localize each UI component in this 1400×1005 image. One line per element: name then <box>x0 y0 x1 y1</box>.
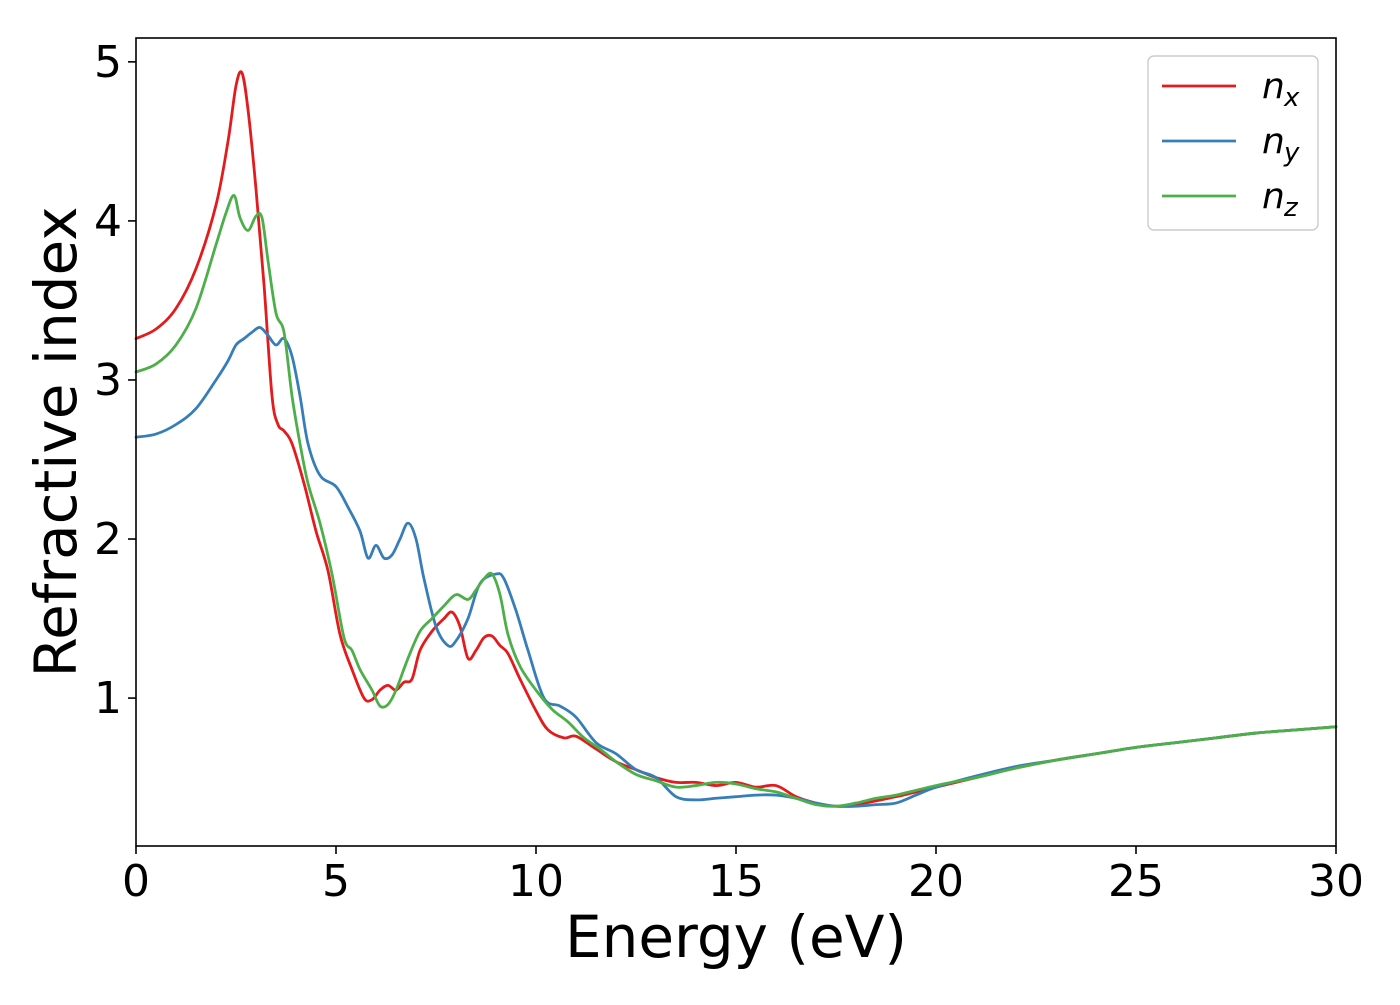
x-axis: 0 5 10 15 20 25 30 <box>122 846 1364 907</box>
x-tick-label: 30 <box>1308 856 1364 907</box>
x-axis-title: Energy (eV) <box>565 903 907 971</box>
x-tick-label: 10 <box>508 856 564 907</box>
series-line-nx <box>134 70 1338 808</box>
legend-label: n <box>1262 66 1285 107</box>
legend-label: n <box>1262 176 1285 217</box>
legend-label-subscript: z <box>1283 193 1299 223</box>
y-tick-label: 2 <box>94 514 122 565</box>
series-line-nz <box>134 194 1338 808</box>
x-tick-label: 20 <box>908 856 964 907</box>
y-tick-label: 3 <box>94 355 122 406</box>
y-axis: 1 2 3 4 5 <box>94 37 136 724</box>
plot-area <box>134 70 1338 808</box>
y-axis-title: Refractive index <box>22 206 90 677</box>
y-tick-label: 1 <box>94 673 122 724</box>
legend-label-subscript: y <box>1283 138 1300 168</box>
x-tick-label: 5 <box>322 856 350 907</box>
y-tick-label: 4 <box>94 196 122 247</box>
x-tick-label: 15 <box>708 856 764 907</box>
x-tick-label: 0 <box>122 856 150 907</box>
y-tick-label: 5 <box>94 37 122 88</box>
legend: n xn yn z <box>1147 55 1319 231</box>
x-tick-label: 25 <box>1108 856 1164 907</box>
legend-label-subscript: x <box>1283 83 1300 113</box>
legend-box <box>1147 55 1319 231</box>
legend-label: n <box>1262 121 1285 162</box>
series-line-ny <box>134 326 1338 808</box>
